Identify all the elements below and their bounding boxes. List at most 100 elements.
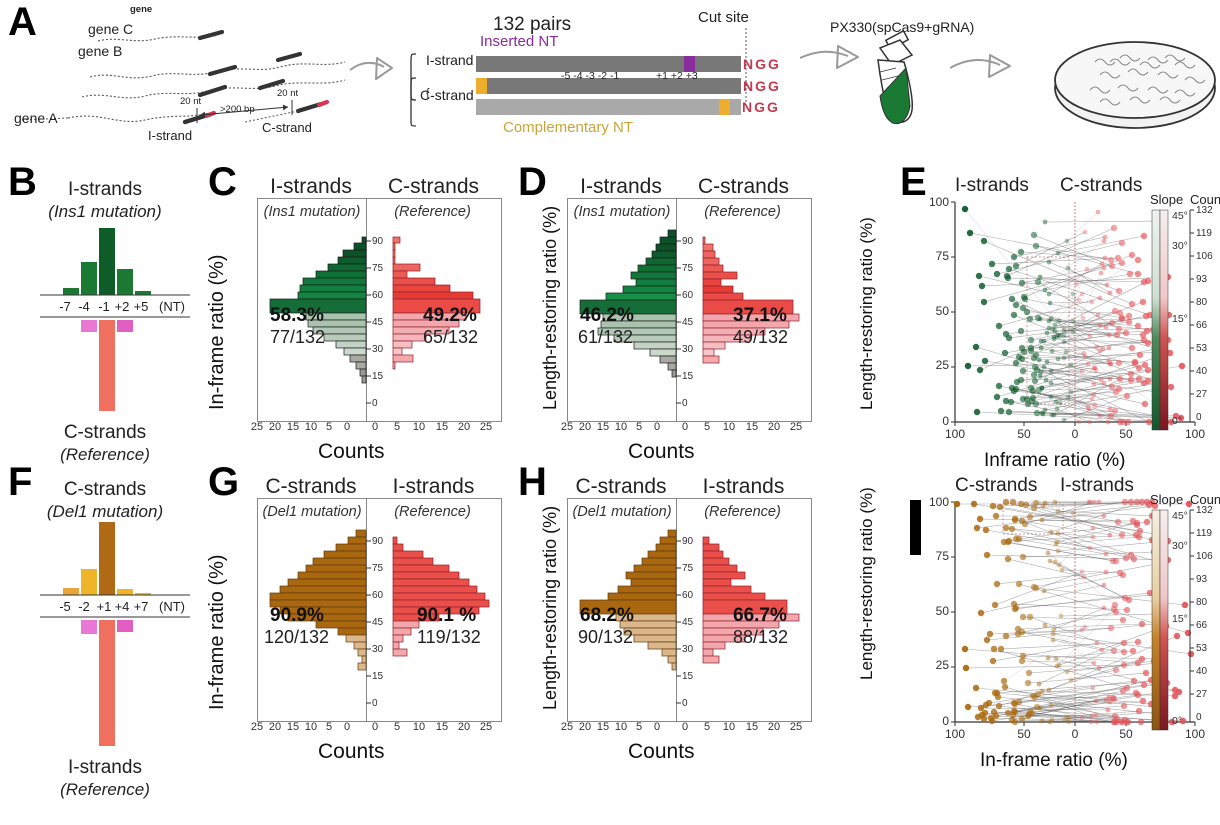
svg-text:15: 15 [287, 421, 299, 433]
svg-text:100: 100 [929, 195, 949, 209]
svg-text:I-strands: I-strands [68, 757, 142, 778]
svg-text:20: 20 [579, 721, 591, 733]
svg-text:132: 132 [1196, 505, 1213, 516]
svg-text:132 pairs: 132 pairs [493, 14, 571, 35]
svg-text:10: 10 [413, 421, 425, 433]
svg-text:50: 50 [1017, 427, 1031, 441]
svg-text:+1: +1 [97, 599, 112, 614]
svg-text:132: 132 [1196, 205, 1213, 216]
svg-text:5: 5 [636, 421, 642, 433]
svg-text:+7: +7 [134, 599, 149, 614]
svg-text:NGG: NGG [743, 56, 781, 72]
svg-text:gene B: gene B [78, 43, 122, 59]
svg-text:15: 15 [436, 421, 448, 433]
svg-text:0: 0 [654, 421, 660, 433]
svg-text:119: 119 [1196, 228, 1212, 239]
svg-text:93: 93 [1196, 274, 1208, 285]
svg-text:C-strand: C-strand [262, 120, 312, 135]
svg-text:15: 15 [597, 421, 609, 433]
svg-text:10: 10 [305, 421, 317, 433]
svg-text:25: 25 [480, 421, 492, 433]
svg-text:10: 10 [305, 721, 317, 733]
svg-text:-4: -4 [78, 299, 90, 314]
svg-text:40: 40 [1196, 366, 1208, 377]
svg-text:(NT): (NT) [159, 299, 185, 314]
svg-text:-7: -7 [59, 299, 71, 314]
svg-text:50: 50 [1119, 727, 1133, 741]
svg-text:20 nt: 20 nt [180, 96, 201, 107]
svg-text:5: 5 [394, 721, 400, 733]
svg-text:15: 15 [287, 721, 299, 733]
svg-text:Cut site: Cut site [698, 9, 749, 26]
svg-text:NGG: NGG [742, 99, 780, 115]
svg-text:0: 0 [344, 721, 350, 733]
svg-text:75: 75 [936, 249, 950, 263]
svg-text:-1: -1 [98, 299, 110, 314]
svg-text:0: 0 [654, 721, 660, 733]
svg-text:0°: 0° [1172, 715, 1182, 727]
svg-text:+4: +4 [115, 599, 130, 614]
svg-text:0: 0 [682, 421, 688, 433]
svg-text:45°: 45° [1172, 210, 1188, 222]
svg-text:5: 5 [704, 421, 710, 433]
svg-text:100: 100 [945, 427, 965, 441]
svg-text:27: 27 [1196, 389, 1208, 400]
svg-text:>200 bp: >200 bp [220, 104, 255, 115]
svg-text:50: 50 [936, 604, 950, 618]
svg-text:100: 100 [945, 727, 965, 741]
svg-text:5: 5 [636, 721, 642, 733]
svg-text:0°: 0° [1172, 415, 1182, 427]
svg-text:0: 0 [1196, 412, 1202, 423]
svg-text:C-strands: C-strands [64, 422, 146, 443]
svg-text:93: 93 [1196, 574, 1208, 585]
svg-text:25: 25 [936, 358, 950, 372]
svg-text:10: 10 [723, 421, 735, 433]
svg-text:-5: -5 [59, 599, 71, 614]
svg-text:0: 0 [1072, 727, 1079, 741]
svg-text:gene: gene [130, 4, 152, 15]
svg-text:10: 10 [615, 721, 627, 733]
svg-text:0: 0 [372, 421, 378, 433]
svg-text:10: 10 [413, 721, 425, 733]
svg-text:20 nt: 20 nt [277, 88, 298, 99]
svg-text:10: 10 [723, 721, 735, 733]
svg-text:+5: +5 [134, 299, 149, 314]
svg-text:75: 75 [936, 549, 950, 563]
svg-text:50: 50 [1119, 427, 1133, 441]
svg-text:25: 25 [561, 721, 573, 733]
svg-text:20: 20 [458, 721, 470, 733]
svg-text:25: 25 [561, 421, 573, 433]
svg-text:(Ins1 mutation): (Ins1 mutation) [48, 202, 161, 221]
svg-text:66: 66 [1196, 620, 1208, 631]
svg-text:5: 5 [326, 421, 332, 433]
svg-text:25: 25 [936, 658, 950, 672]
svg-text:I-strands: I-strands [68, 179, 142, 200]
svg-text:0: 0 [942, 414, 949, 428]
svg-text:gene A: gene A [14, 110, 58, 126]
svg-text:119: 119 [1196, 528, 1212, 539]
svg-text:15: 15 [746, 721, 758, 733]
svg-text:10: 10 [615, 421, 627, 433]
svg-text:0: 0 [1196, 712, 1202, 723]
svg-text:Inserted NT: Inserted NT [480, 33, 558, 50]
svg-text:20: 20 [269, 421, 281, 433]
svg-text:+2: +2 [115, 299, 130, 314]
svg-text:C-strands: C-strands [64, 479, 146, 500]
svg-text:gene C: gene C [88, 21, 133, 37]
svg-text:80: 80 [1196, 597, 1208, 608]
svg-text:15: 15 [597, 721, 609, 733]
svg-text:80: 80 [1196, 297, 1208, 308]
svg-text:5: 5 [394, 421, 400, 433]
svg-text:50: 50 [936, 304, 950, 318]
svg-text:50: 50 [1017, 727, 1031, 741]
svg-text:5: 5 [326, 721, 332, 733]
svg-text:15: 15 [746, 421, 758, 433]
svg-text:I-strand: I-strand [148, 128, 192, 143]
svg-text:5: 5 [704, 721, 710, 733]
svg-text:(NT): (NT) [159, 599, 185, 614]
svg-text:15: 15 [436, 721, 448, 733]
svg-text:66: 66 [1196, 320, 1208, 331]
svg-text:15°: 15° [1172, 613, 1188, 625]
svg-text:106: 106 [1196, 551, 1213, 562]
svg-text:0: 0 [372, 721, 378, 733]
